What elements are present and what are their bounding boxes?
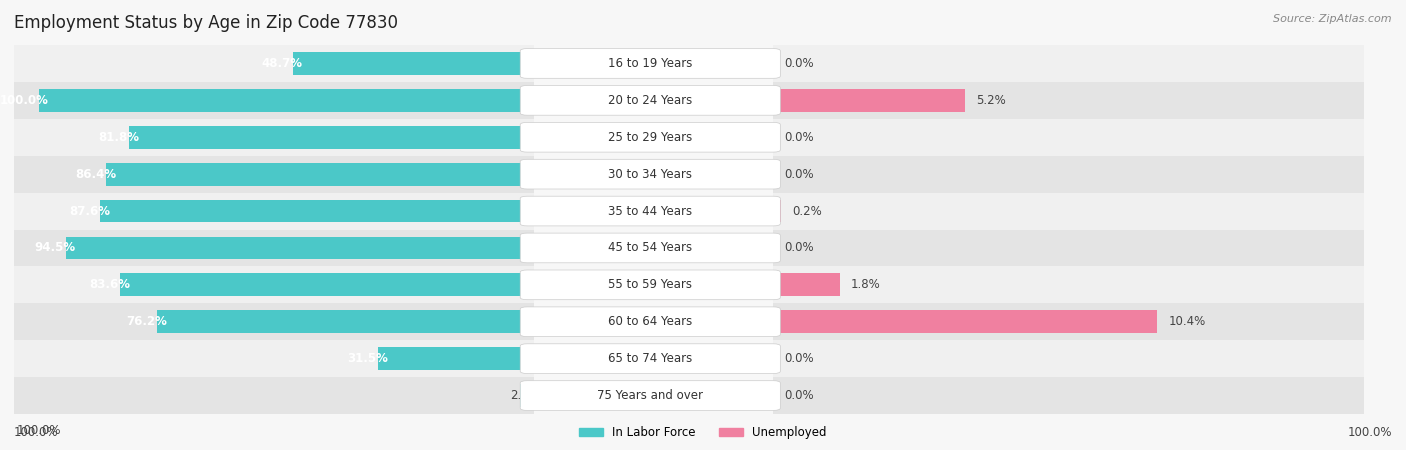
Text: 75 Years and over: 75 Years and over [598,389,703,402]
Bar [773,193,1364,230]
Text: 30 to 34 Years: 30 to 34 Years [609,168,692,180]
Text: 81.8%: 81.8% [98,131,139,144]
Text: 5.2%: 5.2% [976,94,1007,107]
Text: 45 to 54 Years: 45 to 54 Years [609,242,692,254]
Bar [14,119,534,156]
Bar [14,45,534,82]
Text: 76.2%: 76.2% [125,315,167,328]
Bar [773,82,1364,119]
Bar [773,303,1364,340]
Text: 2.9%: 2.9% [510,389,540,402]
Bar [773,266,1364,303]
Bar [773,89,966,112]
Text: 0.0%: 0.0% [785,242,814,254]
Bar [14,340,534,377]
Text: 35 to 44 Years: 35 to 44 Years [609,205,692,217]
Bar [773,200,780,222]
Text: 48.7%: 48.7% [262,57,302,70]
Bar [107,163,534,185]
Bar [773,274,839,296]
Text: 87.6%: 87.6% [69,205,110,217]
Text: 65 to 74 Years: 65 to 74 Years [609,352,692,365]
Text: Employment Status by Age in Zip Code 77830: Employment Status by Age in Zip Code 778… [14,14,398,32]
Text: 86.4%: 86.4% [75,168,117,180]
Text: 100.0%: 100.0% [14,426,59,438]
Bar [773,230,1364,266]
Text: 100.0%: 100.0% [0,94,49,107]
Text: 94.5%: 94.5% [35,242,76,254]
Bar [520,384,534,407]
Bar [100,200,534,222]
Text: 0.2%: 0.2% [792,205,821,217]
Bar [120,274,534,296]
Bar [773,45,1364,82]
Bar [14,156,534,193]
Bar [129,126,534,148]
Text: 60 to 64 Years: 60 to 64 Years [609,315,692,328]
Bar [378,347,534,370]
Text: 0.0%: 0.0% [785,57,814,70]
Bar [156,310,534,333]
Bar [773,156,1364,193]
Bar [773,119,1364,156]
Bar [14,230,534,266]
Text: 0.0%: 0.0% [785,352,814,365]
Text: 31.5%: 31.5% [347,352,388,365]
Text: 0.0%: 0.0% [785,389,814,402]
Legend: In Labor Force, Unemployed: In Labor Force, Unemployed [575,422,831,444]
Text: 0.0%: 0.0% [785,168,814,180]
Text: 100.0%: 100.0% [1347,426,1392,438]
Bar [773,377,1364,414]
Text: 55 to 59 Years: 55 to 59 Years [609,279,692,291]
Text: 1.8%: 1.8% [851,279,880,291]
Bar [292,52,534,75]
Bar [773,340,1364,377]
Bar [66,237,534,259]
Bar [14,303,534,340]
Bar [14,193,534,230]
Text: Source: ZipAtlas.com: Source: ZipAtlas.com [1274,14,1392,23]
Bar [39,89,534,112]
Text: 83.6%: 83.6% [89,279,129,291]
Text: 20 to 24 Years: 20 to 24 Years [609,94,692,107]
Bar [14,82,534,119]
Bar [14,266,534,303]
Bar [773,310,1157,333]
Text: 0.0%: 0.0% [785,131,814,144]
Text: 16 to 19 Years: 16 to 19 Years [607,57,693,70]
Bar [14,377,534,414]
Text: 25 to 29 Years: 25 to 29 Years [609,131,692,144]
Text: 10.4%: 10.4% [1168,315,1205,328]
